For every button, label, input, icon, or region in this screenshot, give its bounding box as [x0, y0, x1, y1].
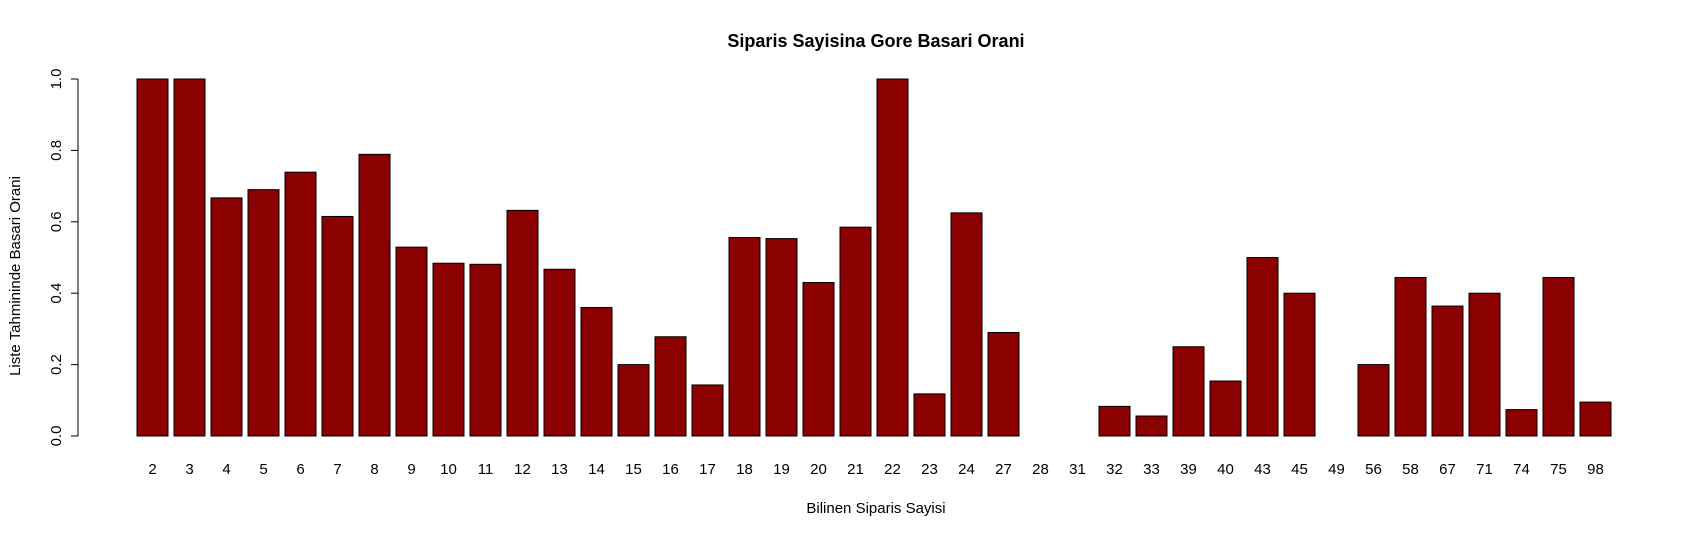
x-tick-label: 13: [551, 461, 568, 478]
x-tick-label: 43: [1254, 461, 1271, 478]
x-tick-label: 8: [370, 461, 378, 478]
x-tick-label: 40: [1217, 461, 1234, 478]
x-tick-label: 7: [333, 461, 341, 478]
x-tick-label: 3: [185, 461, 193, 478]
bar-6: [284, 171, 317, 437]
bar-45: [1283, 292, 1316, 437]
bar-27: [987, 331, 1020, 437]
y-axis: 0.0 0.2 0.4 0.6 0.8 1.0: [48, 69, 79, 447]
bar-74: [1505, 409, 1538, 437]
bar-98: [1579, 401, 1612, 437]
bar-21: [839, 226, 872, 437]
x-tick-label: 32: [1106, 461, 1123, 478]
x-tick-label: 75: [1550, 461, 1567, 478]
bar-39: [1172, 346, 1205, 437]
bar-2: [136, 78, 169, 437]
y-axis-label: Liste Tahmininde Basari Orani: [7, 176, 24, 376]
x-tick-label: 11: [478, 461, 494, 478]
x-tick-label: 27: [995, 461, 1012, 478]
x-tick-label: 33: [1143, 461, 1160, 478]
x-tick-label: 67: [1439, 461, 1456, 478]
bar-3: [173, 78, 206, 437]
bar-19: [765, 238, 798, 437]
x-tick-labels: 2 3 4 5 6 7 8 9 10 11 12 13 14 15 16 17 18 19 20 21 22 23 24 27…: [148, 461, 1604, 478]
bar-75: [1542, 276, 1575, 437]
y-tick-label: 0.6: [48, 211, 65, 232]
bar-24: [950, 212, 983, 437]
bar-18: [728, 237, 761, 437]
x-tick-label: 21: [847, 461, 864, 478]
bar-33: [1135, 415, 1168, 437]
y-tick-label: 0.8: [48, 140, 65, 161]
x-tick-label: 5: [259, 461, 267, 478]
bar-13: [543, 268, 576, 437]
x-tick-label: 22: [884, 461, 901, 478]
x-tick-label: 15: [625, 461, 642, 478]
bar-10: [432, 262, 465, 437]
bar-71: [1468, 292, 1501, 437]
x-tick-label: 9: [407, 461, 415, 478]
x-tick-label: 10: [440, 461, 457, 478]
bar-58: [1394, 276, 1427, 437]
bar-12: [506, 209, 539, 437]
bar-7: [321, 215, 354, 437]
x-tick-label: 2: [148, 461, 156, 478]
bar-9: [395, 246, 428, 437]
bar-67: [1431, 305, 1464, 437]
x-tick-label: 28: [1032, 461, 1049, 478]
bar-15: [617, 364, 650, 437]
x-tick-label: 19: [773, 461, 790, 478]
y-tick-label: 1.0: [48, 69, 65, 90]
bar-17: [691, 384, 724, 437]
y-tick-label: 0.2: [48, 354, 65, 375]
x-tick-label: 23: [921, 461, 938, 478]
bar-43: [1246, 257, 1279, 437]
x-tick-label: 6: [296, 461, 304, 478]
x-tick-label: 74: [1513, 461, 1530, 478]
x-tick-label: 31: [1069, 461, 1086, 478]
x-tick-label: 14: [588, 461, 605, 478]
x-tick-label: 16: [662, 461, 679, 478]
x-tick-label: 4: [222, 461, 230, 478]
bars: [136, 78, 1612, 437]
bar-5: [247, 189, 280, 437]
bar-8: [358, 153, 391, 437]
x-tick-label: 18: [736, 461, 753, 478]
chart-title: Siparis Sayisina Gore Basari Orani: [727, 31, 1024, 51]
bar-20: [802, 281, 835, 437]
x-tick-label: 58: [1402, 461, 1419, 478]
x-axis-label: Bilinen Siparis Sayisi: [806, 500, 945, 517]
bar-22: [876, 78, 909, 437]
x-tick-label: 24: [958, 461, 975, 478]
bar-23: [913, 393, 946, 437]
bar-11: [469, 263, 502, 437]
bar-14: [580, 306, 613, 437]
bar-32: [1098, 405, 1131, 437]
x-tick-label: 49: [1328, 461, 1345, 478]
bar-16: [654, 336, 687, 437]
x-tick-label: 98: [1587, 461, 1604, 478]
y-tick-label: 0.4: [48, 283, 65, 304]
x-tick-label: 39: [1180, 461, 1197, 478]
bar-4: [210, 197, 243, 437]
bar-40: [1209, 380, 1242, 437]
y-tick-label: 0.0: [48, 426, 65, 447]
x-tick-label: 45: [1291, 461, 1308, 478]
bar-56: [1357, 364, 1390, 437]
x-tick-label: 56: [1365, 461, 1382, 478]
x-tick-label: 71: [1476, 461, 1493, 478]
x-tick-label: 20: [810, 461, 827, 478]
x-tick-label: 17: [699, 461, 716, 478]
x-tick-label: 12: [514, 461, 531, 478]
